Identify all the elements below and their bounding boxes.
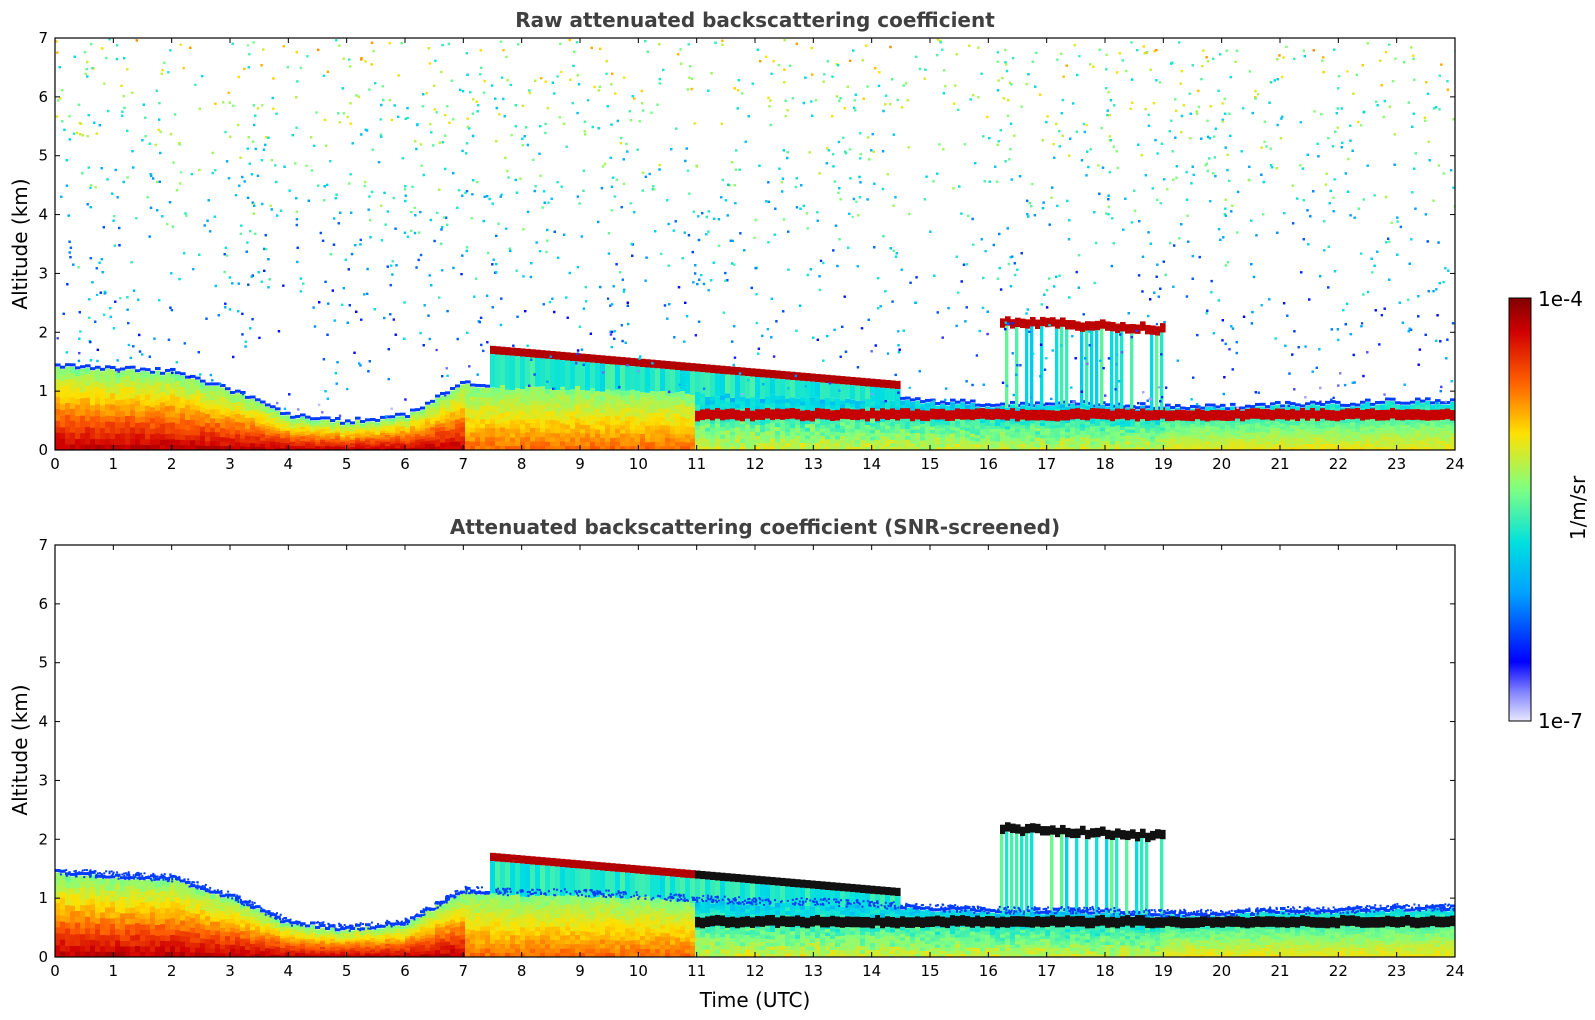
x-tick-label: 24 xyxy=(1445,962,1464,980)
y-tick-label: 1 xyxy=(38,382,48,400)
x-tick-label: 10 xyxy=(629,455,648,473)
backscatter-image xyxy=(55,38,1455,450)
axis-ticks: 0 1 2 3 4 5 6 7 8 9 10 11 12 13 14 15 16 17 18 19 20 21 22 23 24… xyxy=(38,29,1464,473)
x-tick-label: 14 xyxy=(862,962,881,980)
x-tick-label: 15 xyxy=(920,455,939,473)
colorbar-max-label: 1e-4 xyxy=(1538,287,1583,311)
x-tick-label: 24 xyxy=(1445,455,1464,473)
x-tick-label: 15 xyxy=(920,962,939,980)
x-tick-label: 7 xyxy=(459,962,469,980)
y-tick-label: 1 xyxy=(38,889,48,907)
x-tick-label: 20 xyxy=(1212,962,1231,980)
x-tick-label: 7 xyxy=(459,455,469,473)
x-tick-label: 2 xyxy=(167,455,177,473)
x-tick-label: 11 xyxy=(687,962,706,980)
x-tick-label: 21 xyxy=(1270,455,1289,473)
x-tick-label: 12 xyxy=(745,455,764,473)
x-tick-label: 2 xyxy=(167,962,177,980)
x-tick-label: 16 xyxy=(979,962,998,980)
x-tick-label: 14 xyxy=(862,455,881,473)
y-tick-label: 3 xyxy=(38,771,48,789)
y-tick-label: 3 xyxy=(38,264,48,282)
y-tick-label: 4 xyxy=(38,206,48,224)
x-tick-label: 20 xyxy=(1212,455,1231,473)
colorbar-gradient xyxy=(1508,297,1532,722)
x-tick-label: 1 xyxy=(109,962,119,980)
x-tick-label: 18 xyxy=(1095,455,1114,473)
x-axis-label: Time (UTC) xyxy=(699,988,811,1012)
colorbar-min-label: 1e-7 xyxy=(1538,709,1583,733)
y-tick-label: 6 xyxy=(38,88,48,106)
backscatter-image xyxy=(55,822,1455,957)
axis-ticks: 0 1 2 3 4 5 6 7 8 9 10 11 12 13 14 15 16 17 18 19 20 21 22 23 24… xyxy=(38,536,1464,980)
colorbar-unit-label: 1/m/sr xyxy=(1566,475,1590,540)
x-tick-label: 11 xyxy=(687,455,706,473)
screened-backscatter-panel: Attenuated backscattering coefficient (S… xyxy=(8,515,1465,1012)
x-tick-label: 9 xyxy=(575,455,585,473)
x-tick-label: 4 xyxy=(284,455,294,473)
y-tick-label: 2 xyxy=(38,830,48,848)
y-tick-label: 5 xyxy=(38,654,48,672)
x-tick-label: 3 xyxy=(225,962,235,980)
x-tick-label: 17 xyxy=(1037,962,1056,980)
y-axis-label: Altitude (km) xyxy=(8,684,32,815)
x-tick-label: 3 xyxy=(225,455,235,473)
y-tick-label: 6 xyxy=(38,595,48,613)
x-tick-label: 19 xyxy=(1154,455,1173,473)
x-tick-label: 1 xyxy=(109,455,119,473)
x-tick-label: 6 xyxy=(400,455,410,473)
x-tick-label: 8 xyxy=(517,962,527,980)
x-tick-label: 9 xyxy=(575,962,585,980)
x-tick-label: 13 xyxy=(804,455,823,473)
x-tick-label: 5 xyxy=(342,455,352,473)
x-tick-label: 12 xyxy=(745,962,764,980)
x-tick-label: 22 xyxy=(1329,455,1348,473)
x-tick-label: 8 xyxy=(517,455,527,473)
y-tick-label: 2 xyxy=(38,323,48,341)
colorbar: 1e-4 1e-7 1/m/sr xyxy=(1508,287,1590,733)
y-tick-label: 7 xyxy=(38,536,48,554)
y-tick-label: 4 xyxy=(38,713,48,731)
x-tick-label: 5 xyxy=(342,962,352,980)
x-tick-label: 21 xyxy=(1270,962,1289,980)
y-tick-label: 7 xyxy=(38,29,48,47)
x-tick-label: 0 xyxy=(50,962,60,980)
y-axis-label: Altitude (km) xyxy=(8,178,32,309)
x-tick-label: 13 xyxy=(804,962,823,980)
x-tick-label: 23 xyxy=(1387,962,1406,980)
y-tick-label: 0 xyxy=(38,441,48,459)
y-tick-label: 5 xyxy=(38,147,48,165)
x-tick-label: 18 xyxy=(1095,962,1114,980)
x-tick-label: 4 xyxy=(284,962,294,980)
x-tick-label: 19 xyxy=(1154,962,1173,980)
x-tick-label: 0 xyxy=(50,455,60,473)
x-tick-label: 23 xyxy=(1387,455,1406,473)
x-tick-label: 17 xyxy=(1037,455,1056,473)
panel-title: Raw attenuated backscattering coefficien… xyxy=(515,8,995,32)
panel-title: Attenuated backscattering coefficient (S… xyxy=(450,515,1060,539)
x-tick-label: 16 xyxy=(979,455,998,473)
x-tick-label: 10 xyxy=(629,962,648,980)
raw-backscatter-panel: Raw attenuated backscattering coefficien… xyxy=(8,8,1465,473)
x-tick-label: 6 xyxy=(400,962,410,980)
y-tick-label: 0 xyxy=(38,948,48,966)
x-tick-label: 22 xyxy=(1329,962,1348,980)
